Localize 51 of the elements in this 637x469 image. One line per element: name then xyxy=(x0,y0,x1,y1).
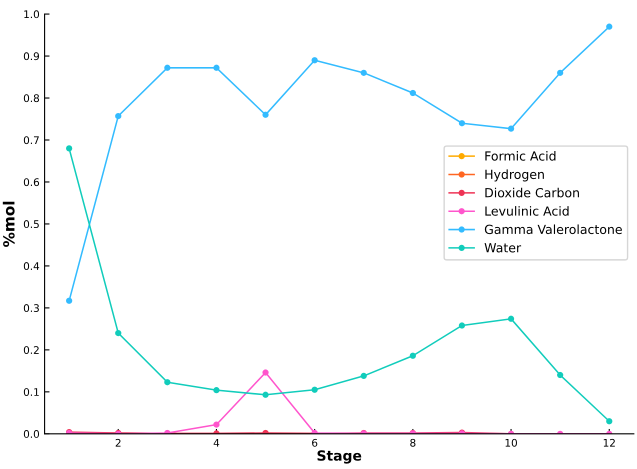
legend-label: Gamma Valerolactone xyxy=(484,224,622,234)
point xyxy=(557,70,564,76)
point xyxy=(115,330,122,336)
point xyxy=(606,418,612,424)
x-tick-label: 2 xyxy=(116,438,121,447)
point xyxy=(458,322,466,329)
point xyxy=(213,421,220,428)
legend-label: Formic Acid xyxy=(485,151,556,161)
point xyxy=(213,64,220,71)
point xyxy=(410,352,416,359)
point xyxy=(66,145,72,152)
point xyxy=(262,392,269,398)
legend-label: Levulinic Acid xyxy=(485,206,569,216)
point xyxy=(458,120,466,126)
legend-label: Water xyxy=(484,243,522,252)
y-tick-label: 0.1 xyxy=(24,388,39,396)
point xyxy=(164,379,170,386)
x-tick-label: 8 xyxy=(410,438,416,447)
y-tick-label: 1.0 xyxy=(24,10,40,18)
point xyxy=(115,112,122,120)
x-tick-label: 6 xyxy=(312,438,318,447)
x-axis-title: Stage xyxy=(318,450,362,464)
y-tick-label: 0.3 xyxy=(24,304,39,312)
point xyxy=(312,386,318,393)
point xyxy=(606,24,612,30)
point xyxy=(360,70,367,76)
point xyxy=(66,298,72,304)
y-tick-label: 0.8 xyxy=(24,94,40,102)
point xyxy=(262,369,269,376)
point xyxy=(262,112,269,118)
point xyxy=(508,126,514,132)
y-tick-label: 0.7 xyxy=(24,136,39,144)
x-tick-label: 10 xyxy=(506,438,517,447)
y-tick-label: 0.9 xyxy=(24,52,39,60)
point xyxy=(164,64,170,71)
point xyxy=(312,57,318,64)
point xyxy=(557,372,564,378)
y-tick-label: 0.2 xyxy=(24,346,39,354)
y-tick-label: 0.6 xyxy=(24,178,40,186)
point xyxy=(508,316,514,322)
y-axis-title: %mol xyxy=(2,202,15,247)
y-tick-label: 0.0 xyxy=(24,430,40,438)
legend-label: Hydrogen xyxy=(485,169,544,182)
y-tick-label: 0.5 xyxy=(24,220,39,228)
legend-label: Dioxide Carbon xyxy=(485,188,579,198)
y-tick-label: 0.4 xyxy=(24,262,40,270)
point xyxy=(213,387,220,394)
x-tick-label: 4 xyxy=(214,439,220,447)
x-tick-label: 12 xyxy=(604,438,615,447)
point xyxy=(360,372,367,380)
point xyxy=(410,90,416,96)
